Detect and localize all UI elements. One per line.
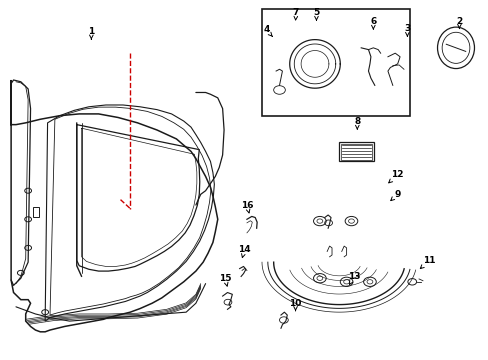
Text: 16: 16 xyxy=(240,201,253,213)
Text: 7: 7 xyxy=(292,8,299,20)
Text: 3: 3 xyxy=(404,24,409,36)
Text: 10: 10 xyxy=(289,299,301,311)
Text: 6: 6 xyxy=(369,17,376,29)
Text: 15: 15 xyxy=(218,274,231,286)
Bar xyxy=(33,207,39,217)
Text: 5: 5 xyxy=(313,8,319,20)
Text: 8: 8 xyxy=(353,117,360,129)
Text: 12: 12 xyxy=(388,170,403,183)
Text: 1: 1 xyxy=(88,27,94,39)
Text: 14: 14 xyxy=(238,245,250,258)
Bar xyxy=(261,9,409,116)
Text: 2: 2 xyxy=(455,17,462,28)
Bar xyxy=(341,144,372,159)
Bar xyxy=(339,143,373,161)
Text: 4: 4 xyxy=(263,26,272,36)
Text: 9: 9 xyxy=(390,190,400,201)
Text: 11: 11 xyxy=(420,256,435,269)
Text: 13: 13 xyxy=(347,272,360,284)
